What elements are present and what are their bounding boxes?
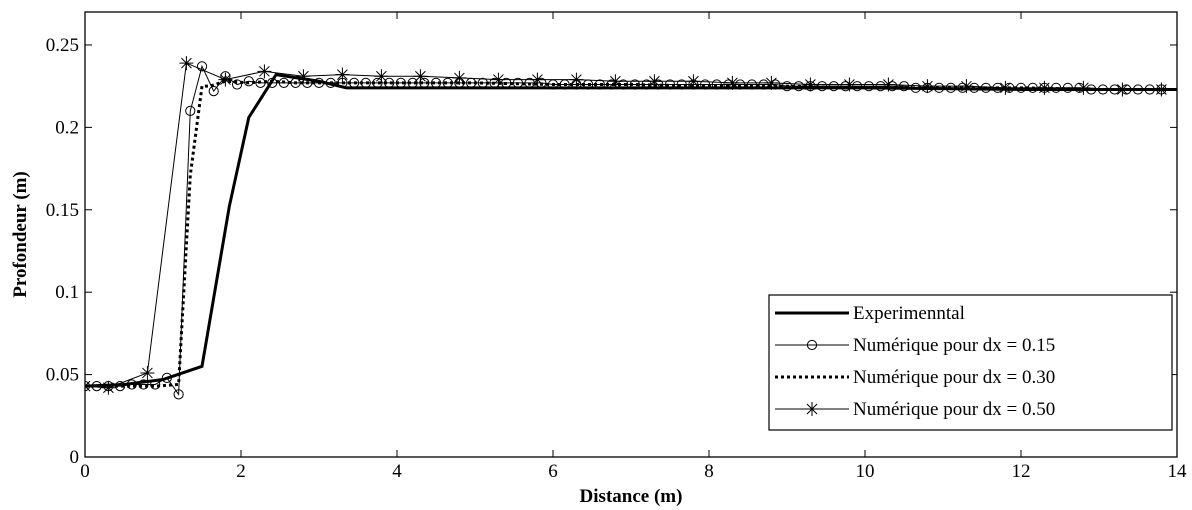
series-1-point [185,105,196,116]
x-tick-label: 12 [1012,461,1031,482]
legend-marker [806,339,818,351]
ticks-layer [84,12,1178,458]
series-3-point [140,365,155,380]
series-3-point [101,380,116,395]
series-3-point [647,74,662,89]
series-3-point [218,72,233,87]
series-1-point [887,81,898,92]
x-tick-label: 8 [704,461,714,482]
legend-label: Numérique pour dx = 0.50 [853,399,1055,420]
series-1-point [138,379,149,390]
legend-item: Numérique pour dx = 0.30 [775,367,1055,388]
x-tick-label: 10 [856,461,875,482]
series-3-point [296,69,311,84]
series-1-point [875,81,886,92]
legend-item: Numérique pour dx = 0.50 [775,399,1055,420]
x-tick-label: 6 [548,461,558,482]
tick-labels: 0 2 4 6 8 10 12 14 0 0.05 0.1 0.15 0.2 0.25 [46,35,1187,482]
legend-marker [805,402,819,416]
series-1-point [232,79,243,90]
series-3-point [842,77,857,92]
series-3-point [374,69,389,84]
legend-label: Numérique pour dx = 0.15 [853,335,1055,356]
series-3-point [959,79,974,94]
y-tick-label: 0.15 [46,200,79,221]
series-3-point [452,70,467,85]
legend-label: Experimenntal [853,303,965,324]
series-3-point [530,72,545,87]
series-3-point [881,77,896,92]
legend-item: Numérique pour dx = 0.15 [775,335,1055,356]
series-3-point [257,64,272,79]
series-3-point [803,77,818,92]
x-tick-label: 2 [236,461,246,482]
y-tick-label: 0 [70,447,80,468]
series-3-point [491,72,506,87]
series-3-point [608,74,623,89]
series-3-point [413,69,428,84]
y-tick-label: 0.1 [55,282,79,303]
series-1-point [898,81,910,92]
series-1-point [196,61,208,72]
x-axis-label: Distance (m) [580,486,683,507]
plot-frame [84,11,1178,458]
series-1-point [208,86,219,97]
y-tick-label: 0.25 [46,35,79,56]
legend-label: Numérique pour dx = 0.30 [853,367,1055,388]
series-3-point [569,72,584,87]
series-3-point [764,75,779,90]
series-layer [85,56,1177,400]
x-tick-label: 14 [1168,461,1188,482]
y-axis-label: Profondeur (m) [10,171,31,297]
series-0-line [85,72,1177,388]
series-3-point [179,56,194,71]
legend-box [768,294,1173,431]
series-1-point [863,81,875,92]
series-3-point [335,67,350,82]
legend-item: Experimenntal [775,303,965,324]
series-3-point [686,74,701,89]
x-tick-label: 4 [392,461,402,482]
x-tick-label: 0 [80,461,90,482]
series-3-point [725,75,740,90]
legend: Experimenntal Numérique pour dx = 0.15 Num… [768,294,1173,431]
series-0 [85,72,1177,388]
series-1-point [173,389,184,400]
series-3-point [920,79,935,94]
y-tick-label: 0.05 [46,365,79,386]
series-3-point [1076,80,1091,95]
y-tick-label: 0.2 [55,117,79,138]
